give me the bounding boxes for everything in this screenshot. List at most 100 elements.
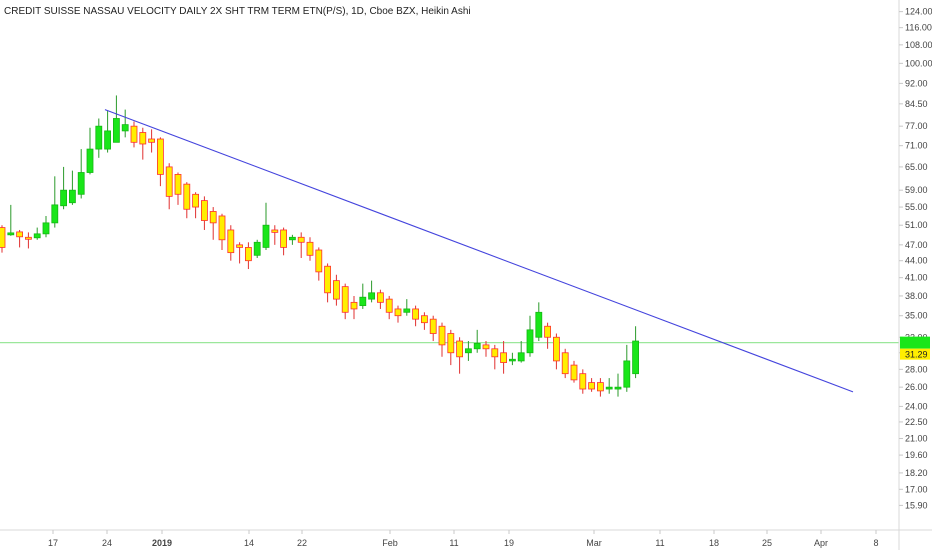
- candle[interactable]: [174, 172, 182, 205]
- candle[interactable]: [253, 239, 261, 258]
- candle[interactable]: [403, 299, 411, 316]
- candle[interactable]: [95, 118, 103, 158]
- candle-body: [324, 265, 332, 294]
- trendline[interactable]: [104, 109, 854, 393]
- candle[interactable]: [491, 344, 499, 370]
- candle[interactable]: [244, 242, 252, 270]
- candle[interactable]: [526, 315, 534, 357]
- candle[interactable]: [482, 341, 490, 357]
- candle-body: [218, 215, 226, 241]
- candle[interactable]: [332, 274, 340, 306]
- candle[interactable]: [156, 137, 164, 187]
- y-tick-label: 38.00: [905, 291, 928, 301]
- candle[interactable]: [429, 315, 437, 342]
- candle[interactable]: [24, 232, 32, 249]
- candle[interactable]: [130, 121, 138, 148]
- candle[interactable]: [359, 283, 367, 309]
- x-tick-label: 8: [873, 538, 878, 548]
- time-axis[interactable]: 17 24 2019 14 22 Feb 11 19 Mar 11 18 25 Apr 8: [48, 530, 879, 548]
- candle[interactable]: [271, 225, 279, 245]
- chart-title: CREDIT SUISSE NASSAU VELOCITY DAILY 2X S…: [4, 6, 471, 17]
- candle[interactable]: [597, 378, 604, 397]
- candle-body: [632, 340, 639, 375]
- candle[interactable]: [447, 329, 455, 366]
- candle-body: [438, 325, 446, 346]
- candle[interactable]: [544, 322, 551, 349]
- candle[interactable]: [16, 229, 24, 248]
- candle[interactable]: [306, 237, 314, 261]
- candle[interactable]: [121, 109, 129, 138]
- candle[interactable]: [341, 283, 349, 320]
- candle[interactable]: [69, 170, 76, 205]
- candle[interactable]: [165, 163, 173, 210]
- y-tick-label: 84.50: [905, 99, 928, 109]
- candle[interactable]: [324, 263, 332, 303]
- candle[interactable]: [209, 207, 217, 240]
- candle[interactable]: [0, 225, 6, 253]
- candle[interactable]: [60, 166, 67, 210]
- candle[interactable]: [315, 247, 323, 281]
- candle[interactable]: [42, 215, 50, 238]
- candle[interactable]: [350, 295, 358, 320]
- candle[interactable]: [148, 129, 156, 153]
- candle[interactable]: [420, 312, 428, 330]
- candle[interactable]: [368, 280, 376, 303]
- y-tick-label: 18.20: [905, 468, 928, 478]
- candle-body: [0, 227, 6, 248]
- candle[interactable]: [77, 149, 85, 199]
- candle[interactable]: [33, 227, 41, 240]
- candle[interactable]: [236, 242, 244, 264]
- candle[interactable]: [7, 204, 15, 236]
- candle[interactable]: [623, 344, 631, 392]
- candle[interactable]: [227, 225, 235, 261]
- candle[interactable]: [579, 369, 587, 394]
- candle[interactable]: [192, 192, 200, 219]
- candle[interactable]: [508, 352, 516, 366]
- candle[interactable]: [438, 322, 446, 357]
- candle-body: [156, 138, 164, 175]
- candle[interactable]: [500, 341, 508, 374]
- candle[interactable]: [385, 295, 393, 320]
- candle[interactable]: [51, 176, 59, 228]
- candle[interactable]: [535, 302, 543, 342]
- candle[interactable]: [394, 305, 402, 323]
- candle[interactable]: [113, 95, 120, 143]
- candle[interactable]: [104, 111, 111, 153]
- y-tick-label: 55.00: [905, 202, 928, 212]
- candle[interactable]: [570, 360, 578, 383]
- candle[interactable]: [376, 289, 384, 309]
- candle[interactable]: [262, 202, 270, 251]
- candle-body: [579, 373, 587, 390]
- candle-body: [350, 301, 358, 310]
- candle[interactable]: [632, 326, 639, 379]
- candle[interactable]: [473, 329, 481, 353]
- candle[interactable]: [553, 333, 560, 370]
- candle[interactable]: [139, 127, 147, 160]
- x-tick-label: 18: [709, 538, 719, 548]
- candle-body: [95, 125, 103, 150]
- candle[interactable]: [588, 378, 595, 392]
- plot-area[interactable]: [0, 95, 899, 397]
- candle[interactable]: [517, 341, 525, 363]
- x-tick-label: 25: [762, 538, 772, 548]
- candle[interactable]: [561, 348, 569, 379]
- candle[interactable]: [456, 337, 464, 374]
- y-tick-label: 47.00: [905, 240, 928, 250]
- candle[interactable]: [218, 213, 226, 251]
- y-tick-label: 92.00: [905, 78, 928, 88]
- candle-body: [113, 118, 120, 143]
- candle-body: [60, 189, 67, 207]
- candle[interactable]: [280, 227, 288, 256]
- candle[interactable]: [412, 305, 420, 327]
- candle[interactable]: [464, 341, 472, 361]
- candle[interactable]: [614, 373, 622, 397]
- candle[interactable]: [183, 182, 191, 219]
- candle[interactable]: [297, 232, 305, 258]
- candle[interactable]: [86, 127, 94, 175]
- candle[interactable]: [605, 378, 613, 394]
- candle[interactable]: [288, 234, 296, 245]
- candle-body: [148, 138, 156, 143]
- candle[interactable]: [200, 196, 208, 230]
- candle-body: [385, 298, 393, 313]
